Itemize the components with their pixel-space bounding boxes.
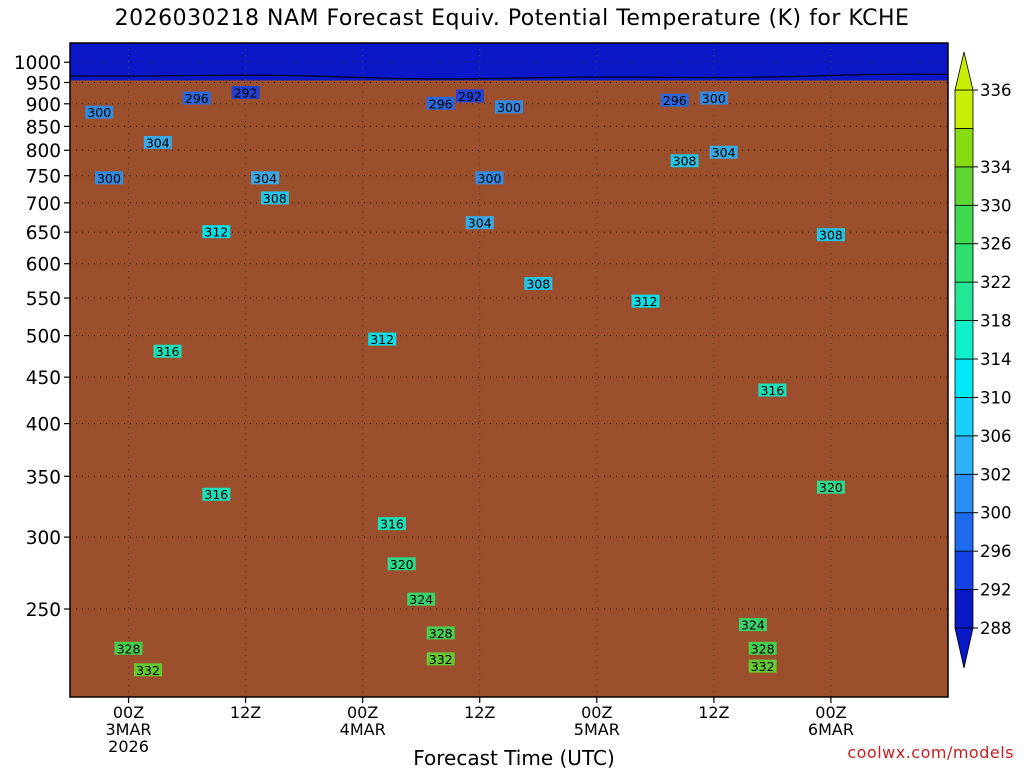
contour-label: 304 (146, 135, 170, 150)
colorbar-segment (955, 205, 973, 243)
contour-label: 296 (663, 93, 687, 108)
colorbar-top-arrow (955, 52, 973, 90)
y-tick-label: 600 (26, 255, 61, 276)
colorbar-tick-label: 330 (980, 196, 1012, 215)
contour-label: 308 (526, 276, 550, 291)
colorbar-tick-label: 310 (980, 388, 1012, 407)
contour-label: 308 (263, 191, 287, 206)
x-tick-label: 5MAR (574, 720, 620, 739)
colorbar-segment (955, 321, 973, 359)
colorbar-segment (955, 474, 973, 512)
contour-label: 300 (497, 100, 521, 115)
colorbar-segment (955, 513, 973, 551)
contour-label: 332 (751, 659, 775, 674)
credit-text: coolwx.com/models (847, 743, 1014, 762)
colorbar-tick-label: 306 (980, 427, 1012, 446)
colorbar-segment (955, 551, 973, 589)
y-tick-label: 300 (26, 528, 61, 549)
contour-label: 312 (370, 332, 394, 347)
colorbar-bottom-arrow (955, 628, 973, 668)
colorbar-segment (955, 397, 973, 435)
colorbar-tick-label: 326 (980, 235, 1012, 254)
contour-label: 316 (156, 344, 180, 359)
colorbar-tick-label: 288 (980, 619, 1012, 638)
contour-label: 316 (204, 487, 228, 502)
y-tick-label: 550 (26, 289, 61, 310)
y-tick-label: 350 (26, 467, 61, 488)
colorbar-tick-label: 296 (980, 542, 1012, 561)
colorbar: 288 292 296 300 302 306 310 314 318 322 326 330 334 3… (955, 52, 1012, 668)
y-tick-label: 400 (26, 415, 61, 436)
contour-label: 320 (819, 480, 843, 495)
contour-label: 304 (468, 216, 492, 231)
y-tick-label: 650 (26, 223, 61, 244)
y-tick-label: 900 (26, 95, 61, 116)
y-tick-label: 500 (26, 327, 61, 348)
colorbar-tick-label: 292 (980, 581, 1012, 600)
y-tick-label: 950 (26, 73, 61, 94)
contour-label: 328 (429, 626, 453, 641)
colorbar-tick-label: 302 (980, 465, 1012, 484)
colorbar-tick-label: 318 (980, 312, 1012, 331)
ground-mask (70, 80, 948, 697)
contour-label: 332 (136, 663, 160, 678)
contour-label: 304 (712, 145, 736, 160)
y-tick-label: 1000 (14, 53, 61, 74)
contour-label: 316 (380, 517, 404, 532)
x-tick-label: 4MAR (340, 720, 386, 739)
contour-label: 300 (702, 91, 726, 106)
x-tick-label: 12Z (464, 703, 495, 722)
contour-label: 324 (741, 618, 765, 633)
y-tick-label: 450 (26, 368, 61, 389)
contour-label: 296 (429, 96, 453, 111)
contour-label: 300 (97, 171, 121, 186)
y-tick-label: 700 (26, 194, 61, 215)
colorbar-segment (955, 167, 973, 205)
colorbar-segment (955, 128, 973, 166)
contour-label: 316 (760, 383, 784, 398)
colorbar-segment (955, 590, 973, 628)
contour-label: 332 (429, 652, 453, 667)
contour-label: 320 (390, 557, 414, 572)
contour-label: 300 (87, 105, 111, 120)
colorbar-tick-label: 322 (980, 273, 1012, 292)
x-tick-label: 12Z (230, 703, 261, 722)
x-tick-label: 12Z (698, 703, 729, 722)
contour-label: 312 (204, 225, 228, 240)
colorbar-segment (955, 244, 973, 282)
colorbar-tick-label: 334 (980, 158, 1012, 177)
ground-fill (70, 80, 948, 697)
y-tick-label: 250 (26, 600, 61, 621)
colorbar-tick-label: 300 (980, 504, 1012, 523)
contour-label: 308 (819, 228, 843, 243)
y-tick-label: 850 (26, 117, 61, 138)
y-tick-label: 750 (26, 167, 61, 188)
contour-label: 324 (409, 592, 433, 607)
contour-label: 296 (185, 91, 209, 106)
y-axis: 2503003504004505005506006507007508008509… (14, 53, 70, 621)
contour-label: 292 (234, 85, 258, 100)
colorbar-segment (955, 282, 973, 320)
contour-label: 312 (634, 294, 658, 309)
colorbar-tick-label: 314 (980, 350, 1012, 369)
contour-label: 304 (253, 171, 277, 186)
contour-label: 328 (751, 641, 775, 656)
contour-label: 328 (117, 641, 141, 656)
contour-label: 308 (673, 154, 697, 169)
colorbar-tick-label: 336 (980, 81, 1012, 100)
contour-label: 300 (478, 171, 502, 186)
colorbar-segment (955, 436, 973, 474)
y-tick-label: 800 (26, 141, 61, 162)
colorbar-segment (955, 359, 973, 397)
colorbar-segment (955, 90, 973, 128)
contour-label: 292 (458, 89, 482, 104)
x-tick-label: 6MAR (808, 720, 854, 739)
